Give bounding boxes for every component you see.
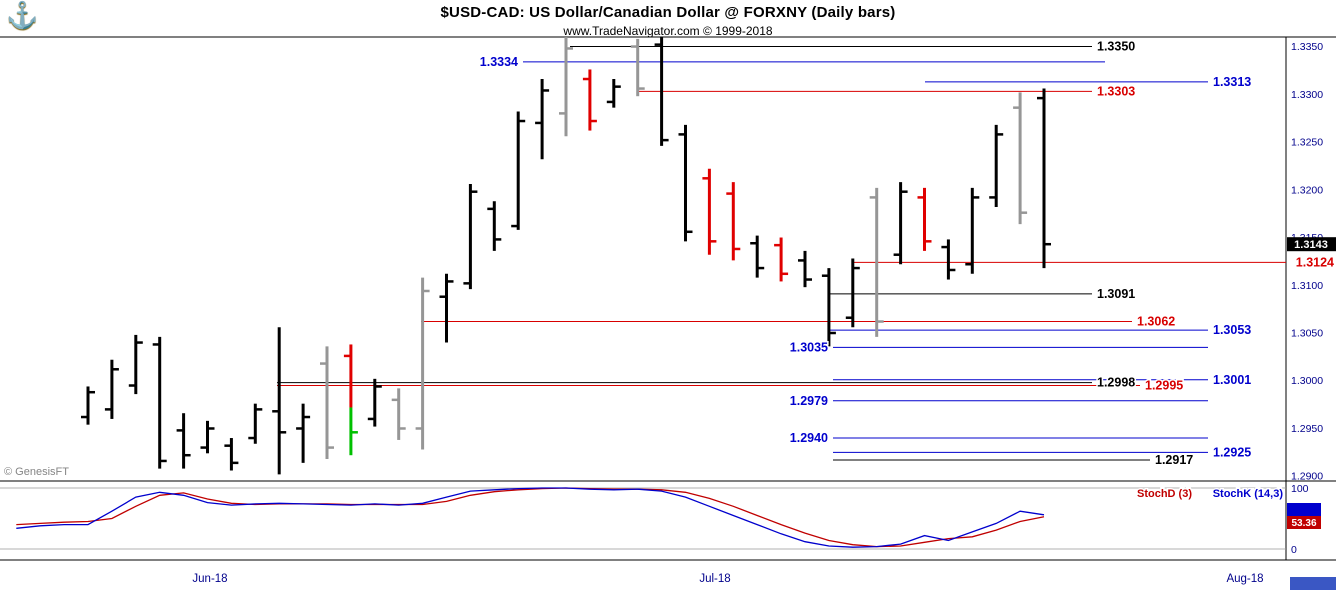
genesis-watermark: © GenesisFT [4,466,69,478]
x-axis-label: Jul-18 [699,573,730,585]
genesis-logo-icon: ⚓ [6,0,39,30]
last-price-badge-value: 1.3143 [1294,239,1328,251]
price-axis-label: 1.3100 [1291,280,1323,292]
level-label: 1.3124 [1296,255,1334,269]
price-axis-label: 1.3350 [1291,41,1323,53]
level-label: 1.2917 [1155,453,1193,467]
stochk-value-badge [1287,503,1321,516]
level-label: 1.2995 [1145,379,1183,393]
price-axis-label: 1.3250 [1291,137,1323,149]
last-price-badge [1287,237,1336,252]
level-label: 1.3091 [1097,287,1135,301]
level-label: 1.3303 [1097,84,1135,98]
x-axis-label: Aug-18 [1226,573,1263,585]
stochd-value: 53.36 [1291,518,1316,529]
level-label: 1.3062 [1137,315,1175,329]
price-axis-label: 1.2950 [1291,423,1323,435]
stoch-axis-100: 100 [1291,483,1309,495]
stochd-legend: StochD (3) [1137,488,1192,500]
level-label: 1.3001 [1213,373,1251,387]
level-label: 1.3313 [1213,75,1251,89]
stoch-axis-0: 0 [1291,544,1297,556]
level-label: 1.2940 [790,431,828,445]
level-label: 1.3350 [1097,40,1135,54]
price-axis-label: 1.3000 [1291,375,1323,387]
level-label: 1.3334 [480,55,518,69]
level-label: 1.3035 [790,340,828,354]
stochd-line [16,487,1045,548]
stochd-value-badge [1287,516,1321,529]
x-axis-label: Jun-18 [192,573,227,585]
level-label: 1.2979 [790,394,828,408]
stochk-line [16,487,1045,548]
level-label: 1.2925 [1213,445,1251,459]
stochk-legend: StochK (14,3) [1213,488,1284,500]
level-label: 1.2998 [1097,376,1135,390]
price-axis-label: 1.3300 [1291,89,1323,101]
level-label: 1.3053 [1213,323,1251,337]
price-axis-label: 1.2900 [1291,471,1323,483]
price-axis-label: 1.3050 [1291,328,1323,340]
price-axis-label: 1.3200 [1291,184,1323,196]
bottom-corner-box [1290,577,1336,590]
